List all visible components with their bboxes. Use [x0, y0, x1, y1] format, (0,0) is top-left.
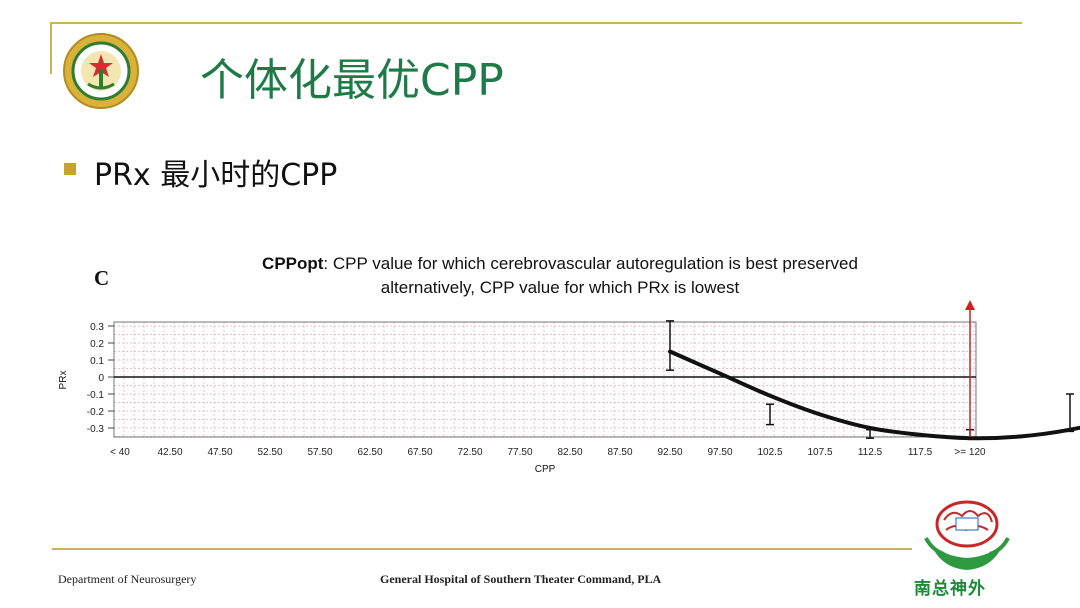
x-tick-label: 87.50 — [607, 447, 632, 458]
x-tick-label: 117.5 — [908, 447, 933, 458]
x-tick-label: 112.5 — [858, 447, 883, 458]
y-tick-label: -0.1 — [87, 390, 105, 401]
x-tick-label: 102.5 — [757, 447, 782, 458]
x-tick-label: 82.50 — [557, 447, 582, 458]
annotation-term: CPPopt — [262, 254, 324, 273]
arrow-head — [965, 300, 975, 310]
y-tick-label: 0.3 — [90, 322, 104, 333]
x-tick-label: 47.50 — [207, 447, 232, 458]
side-rule — [50, 22, 52, 74]
error-bar — [666, 320, 674, 371]
brain-hands-logo-icon — [924, 500, 1010, 570]
error-bar — [766, 403, 774, 426]
x-tick-label: 52.50 — [257, 447, 282, 458]
annotation-definition: : CPP value for which cerebrovascular au… — [323, 254, 858, 273]
footer-department: Department of Neurosurgery — [58, 572, 197, 586]
bottom-rule — [52, 548, 912, 550]
chart-grid — [113, 322, 976, 437]
bullet-marker — [64, 163, 76, 175]
y-tick-label: 0 — [98, 373, 104, 384]
annotation-line-1: CPPopt: CPP value for which cerebrovascu… — [262, 254, 858, 274]
prx-fit-curve — [668, 349, 1080, 441]
x-tick-label: 57.50 — [307, 447, 332, 458]
footer-hospital: General Hospital of Southern Theater Com… — [380, 572, 662, 586]
panel-letter: C — [94, 266, 110, 290]
x-tick-label: 97.50 — [707, 447, 732, 458]
y-tick-labels: 0.3 0.2 0.1 0 -0.1 -0.2 -0.3 — [87, 322, 114, 435]
top-rule — [50, 22, 1022, 24]
x-tick-label: 107.5 — [807, 447, 832, 458]
x-tick-label: 42.50 — [157, 447, 182, 458]
x-tick-label: < 40 — [110, 447, 130, 458]
x-axis-label: CPP — [535, 464, 556, 475]
y-axis-label: PRx — [58, 371, 69, 390]
x-tick-label: 92.50 — [657, 447, 682, 458]
slide-title: 个体化最优CPP — [200, 55, 504, 106]
bullet-text: PRx 最小时的CPP — [94, 158, 338, 193]
y-tick-label: 0.1 — [90, 356, 104, 367]
x-tick-label: >= 120 — [954, 447, 986, 458]
hospital-emblem-icon — [63, 33, 139, 109]
error-bars — [666, 320, 1074, 439]
x-tick-label: 67.50 — [407, 447, 432, 458]
x-tick-labels: < 40 42.50 47.50 52.50 57.50 62.50 67.50 72.50 7… — [110, 447, 986, 458]
x-tick-label: 72.50 — [457, 447, 482, 458]
x-tick-label: 77.50 — [507, 447, 532, 458]
cppopt-arrow — [965, 300, 975, 437]
y-tick-label: 0.2 — [90, 339, 104, 350]
plot-frame — [113, 321, 977, 438]
error-bar — [1066, 393, 1074, 433]
annotation-line-2: alternatively, CPP value for which PRx i… — [380, 278, 740, 297]
brand-text: 南总神外 — [914, 579, 986, 599]
y-tick-label: -0.3 — [87, 424, 105, 435]
x-tick-label: 62.50 — [357, 447, 382, 458]
y-tick-label: -0.2 — [87, 407, 105, 418]
